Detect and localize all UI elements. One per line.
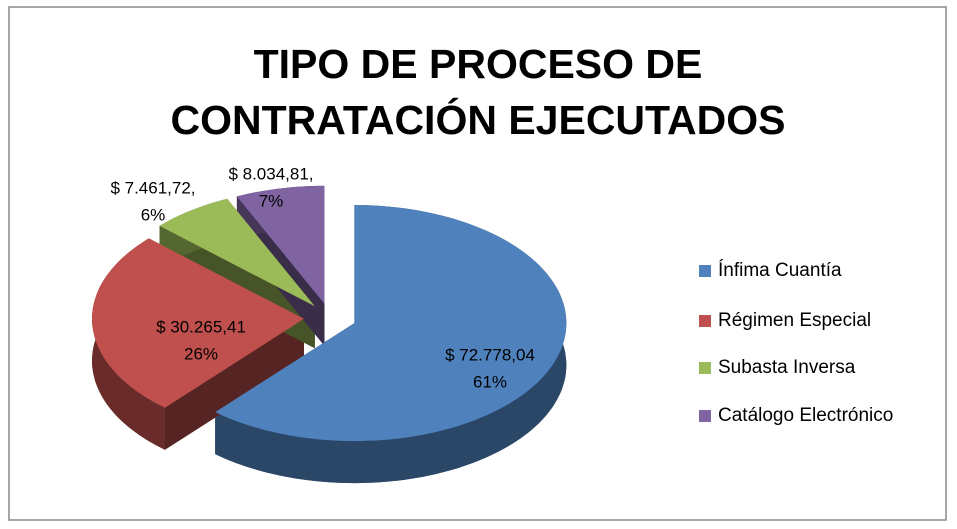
legend-label: Régimen Especial [718, 310, 871, 331]
legend-swatch [699, 362, 711, 374]
slice-rim [215, 205, 567, 484]
slice-wall [164, 318, 304, 450]
legend-label: Ínfima Cuantía [718, 260, 842, 281]
legend-swatch [699, 410, 711, 422]
data-label-percent: 26% [184, 344, 218, 363]
pie-slice [92, 238, 304, 408]
legend-label: Subasta Inversa [718, 357, 856, 378]
legend-swatch [699, 315, 711, 327]
data-label: $ 7.461,72, [110, 178, 195, 197]
data-label: $ 30.265,41 [156, 317, 246, 336]
data-label-percent: 6% [141, 205, 166, 224]
data-label: $ 72.778,04 [445, 345, 535, 364]
data-label: $ 8.034,81, [228, 164, 313, 183]
pie-slice [159, 198, 315, 307]
data-label-percent: 61% [473, 372, 507, 391]
pie-slice [215, 205, 567, 442]
data-label-percent: 7% [259, 191, 284, 210]
legend-swatch [699, 265, 711, 277]
legend-label: Catálogo Electrónico [718, 405, 893, 426]
pie-slice [236, 185, 325, 304]
chart-title: TIPO DE PROCESO DE CONTRATACIÓN EJECUTAD… [170, 41, 786, 143]
